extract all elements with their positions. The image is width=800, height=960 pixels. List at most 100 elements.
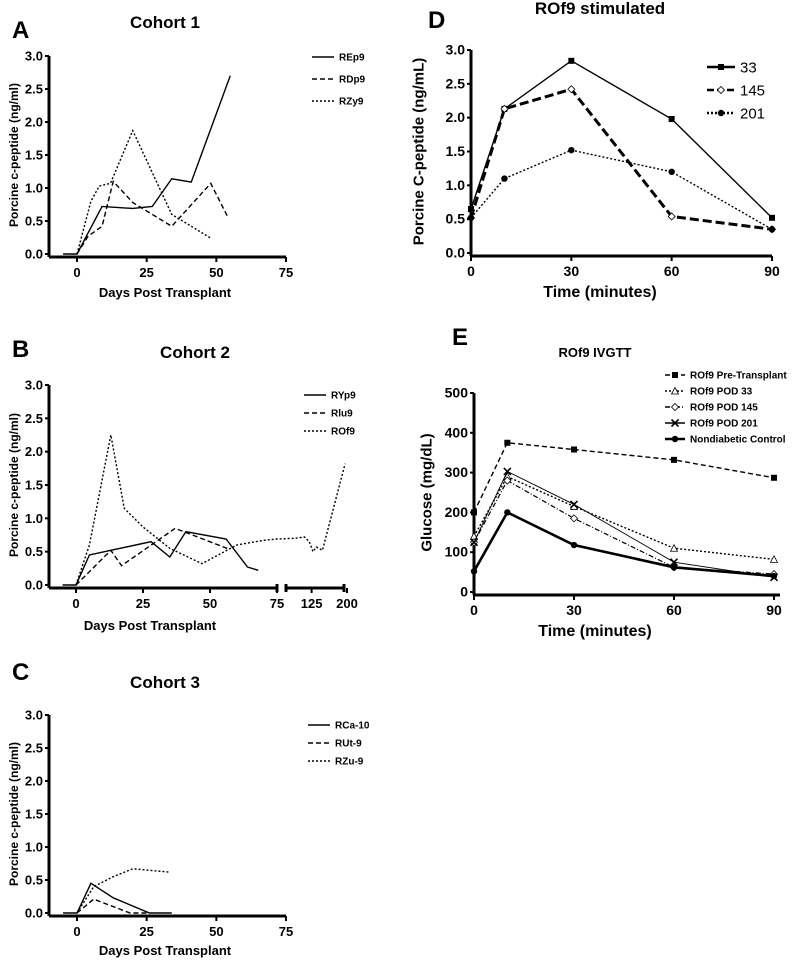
- series-line: [472, 510, 775, 578]
- legend-label: 201: [740, 105, 765, 122]
- data-point: [504, 439, 511, 446]
- panel-label: E: [452, 324, 468, 351]
- legend-entry: REp9: [312, 53, 365, 64]
- series-rof9-pre-transplant: [471, 439, 777, 516]
- x-tick-label: 125: [301, 596, 323, 611]
- legend-entry: ROf9 POD 201: [665, 419, 758, 430]
- x-tick-label: 25: [139, 265, 153, 280]
- x-tick-label: 25: [136, 596, 150, 611]
- data-point: [470, 568, 478, 575]
- y-tick-label: 300: [445, 464, 469, 480]
- data-point: [667, 212, 676, 221]
- y-axis-label: Porcine c-peptide (ng/ml): [7, 83, 21, 227]
- legend-entry: ROf9: [304, 427, 355, 438]
- data-point: [669, 543, 679, 552]
- x-axis-label: Days Post Transplant: [84, 618, 217, 633]
- y-tick-label: 0.0: [25, 578, 43, 593]
- series-line: [470, 149, 773, 230]
- data-point: [469, 538, 479, 547]
- panel-B: B Cohort 2 Days Post Transplant Porcine c-p…: [7, 336, 358, 633]
- series-line: [470, 59, 773, 219]
- data-point: [501, 175, 508, 182]
- series-33: [468, 57, 775, 221]
- x-tick-label: 60: [666, 602, 682, 618]
- legend-label: ROf9 POD 33: [690, 387, 753, 398]
- y-tick-label: 200: [445, 504, 469, 520]
- legend-entry: RCa-10: [308, 721, 370, 732]
- series-rdp9: [76, 179, 229, 255]
- data-point: [569, 500, 579, 509]
- series-rep9: [63, 75, 231, 255]
- panel-label: B: [12, 336, 29, 363]
- data-point: [668, 168, 675, 175]
- y-tick-label: 3.0: [25, 49, 43, 64]
- series-rof9: [75, 434, 346, 586]
- series-line: [76, 179, 229, 255]
- x-tick-label: 75: [279, 265, 293, 280]
- x-tick-label: 30: [566, 602, 582, 618]
- legend-entry: 145: [707, 82, 765, 99]
- x-tick-label: 50: [209, 924, 223, 939]
- x-tick-label: 0: [73, 924, 80, 939]
- data-point: [669, 558, 679, 567]
- y-tick-label: 2.5: [446, 75, 466, 91]
- series-rzu-9: [76, 868, 170, 914]
- x-tick-label: 0: [72, 596, 79, 611]
- y-tick-label: 1.5: [25, 807, 43, 822]
- series-201: [467, 146, 776, 233]
- series-ryp9: [62, 530, 259, 586]
- legend-label: RDp9: [339, 75, 366, 86]
- legend-label: RCa-10: [335, 721, 370, 732]
- legend-label: ROf9: [331, 427, 355, 438]
- legend-entry: Nondiabetic Control: [665, 435, 786, 446]
- legend-marker: [717, 109, 725, 117]
- series-rof9-pod-33: [469, 472, 779, 563]
- data-point: [504, 509, 511, 516]
- data-point: [769, 555, 779, 563]
- series-line: [469, 87, 773, 231]
- data-point: [668, 116, 675, 123]
- series-line: [473, 479, 775, 575]
- legend-label: RZy9: [339, 97, 364, 108]
- y-tick-label: 1.5: [446, 143, 466, 159]
- y-tick-label: 0.5: [25, 214, 43, 229]
- series-line: [63, 75, 231, 255]
- legend-label: ROf9 POD 201: [690, 419, 758, 430]
- y-tick-label: 0.5: [25, 873, 43, 888]
- data-point: [769, 214, 775, 221]
- data-point: [500, 104, 509, 113]
- y-tick-label: 3.0: [25, 708, 43, 723]
- chart-title: ROf9 IVGTT: [559, 345, 632, 360]
- x-axis-label: Time (minutes): [543, 284, 657, 301]
- x-tick-label: 25: [139, 924, 153, 939]
- y-tick-label: 0.0: [25, 247, 43, 262]
- panel-D: D ROf9 stimulated Time (minutes) Porcine C-…: [410, 0, 780, 301]
- y-axis-label: Porcine c-peptide (ng/ml): [7, 413, 21, 557]
- legend-entry: ROf9 POD 145: [665, 403, 758, 414]
- series-rut-9: [76, 898, 150, 914]
- legend-label: Rlu9: [331, 409, 353, 420]
- data-point: [770, 572, 778, 580]
- y-tick-label: 2.5: [25, 741, 43, 756]
- y-tick-label: 400: [445, 424, 469, 440]
- series-line: [76, 868, 170, 914]
- legend-marker: [670, 386, 680, 395]
- data-point: [671, 456, 677, 463]
- legend-label: ROf9 Pre-Transplant: [690, 371, 787, 382]
- panel-A: A Cohort 1 Days Post Transplant Porcine c-p…: [7, 13, 365, 300]
- x-tick-label: 50: [209, 265, 223, 280]
- y-tick-label: 2.5: [25, 411, 43, 426]
- legend-entry: RYp9: [304, 391, 356, 402]
- series-line: [76, 128, 212, 255]
- data-point: [503, 476, 512, 485]
- series-line: [75, 434, 346, 586]
- legend-label: 145: [740, 82, 765, 99]
- series-rof9-pod-145: [469, 476, 779, 579]
- y-tick-label: 1.0: [25, 840, 43, 855]
- data-point: [503, 467, 512, 476]
- x-tick-label: 90: [764, 263, 780, 279]
- y-tick-label: 2.0: [25, 444, 43, 459]
- panel-label: A: [12, 17, 29, 44]
- legend-entry: ROf9 Pre-Transplant: [665, 371, 787, 382]
- legend-entry: RZy9: [312, 97, 364, 108]
